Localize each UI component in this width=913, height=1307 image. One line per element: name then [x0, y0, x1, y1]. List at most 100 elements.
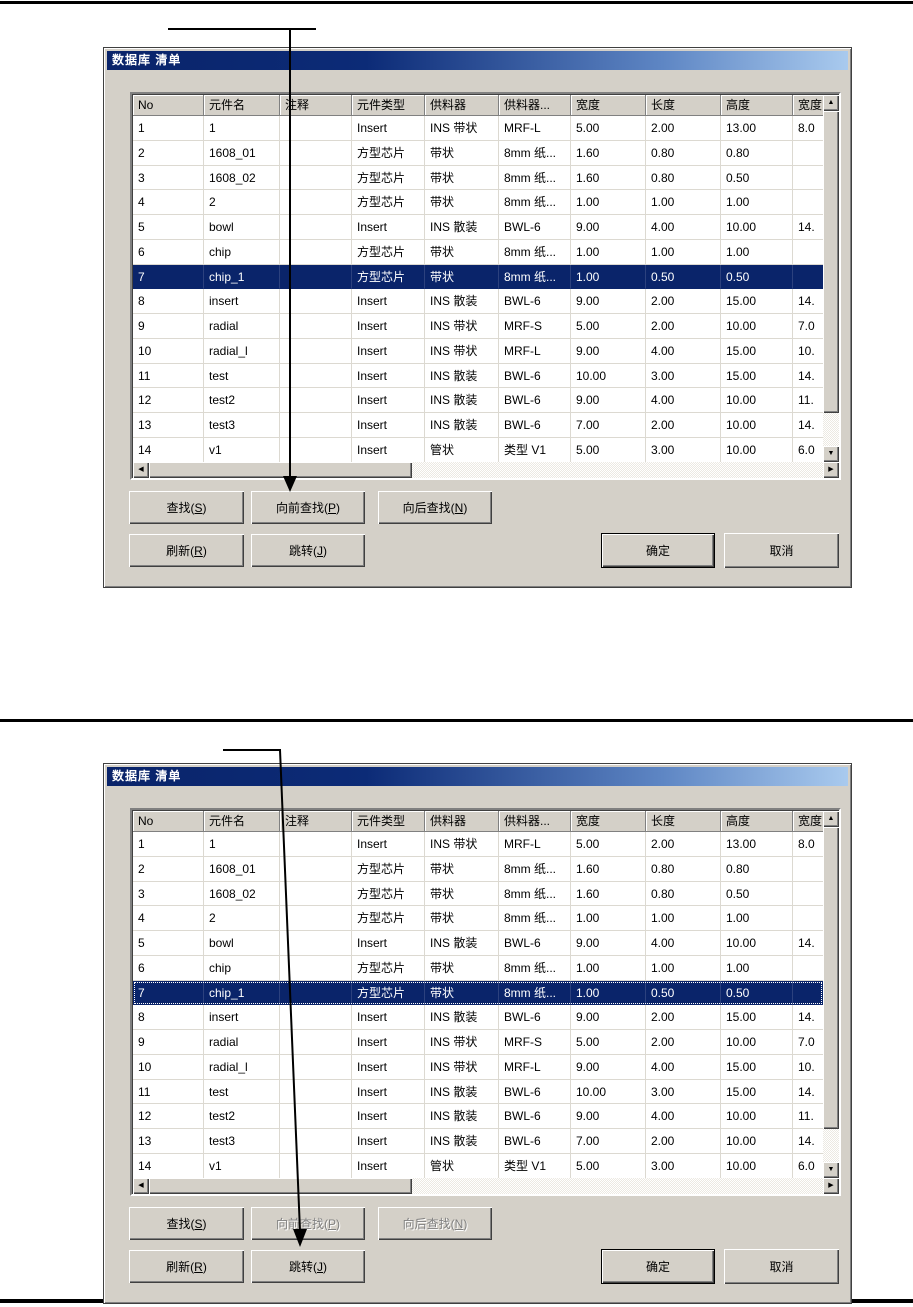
column-header[interactable]: 高度: [721, 95, 793, 116]
scroll-up-icon[interactable]: ▲: [823, 95, 839, 111]
column-header[interactable]: 注释: [280, 95, 352, 116]
horizontal-scrollbar[interactable]: ◀ ▶: [133, 462, 839, 478]
refresh-button[interactable]: 刷新(R): [129, 1250, 244, 1283]
find-previous-button[interactable]: 向前查找(P): [251, 491, 365, 524]
table-row[interactable]: 14 v1 Insert 管状 类型 V1 5.00 3.00 10.00 6.0: [133, 437, 823, 462]
horizontal-scrollbar-thumb[interactable]: [149, 1178, 412, 1194]
table-row[interactable]: 9 radial Insert INS 带状 MRF-S 5.00 2.00 10.00 7.0: [133, 1030, 823, 1055]
vertical-scrollbar[interactable]: ▲ ▼: [823, 95, 839, 462]
table-row[interactable]: 13 test3 Insert INS 散装 BWL-6 7.00 2.00 10.00 14.: [133, 1129, 823, 1154]
column-header[interactable]: 长度: [646, 95, 721, 116]
table-row[interactable]: 5 bowl Insert INS 散装 BWL-6 9.00 4.00 10.00 14.: [133, 931, 823, 956]
page-separator-top: [0, 1, 913, 4]
refresh-button[interactable]: 刷新(R): [129, 534, 244, 567]
ok-button[interactable]: 确定: [601, 1249, 715, 1284]
cell: 13: [133, 1129, 204, 1154]
column-header[interactable]: 供料器...: [499, 95, 571, 116]
vertical-scrollbar-thumb[interactable]: [823, 827, 839, 1129]
table-row[interactable]: 1 1 Insert INS 带状 MRF-L 5.00 2.00 13.00 8.0: [133, 832, 823, 857]
cell: bowl: [204, 931, 280, 956]
cancel-button[interactable]: 取消: [724, 533, 839, 568]
table-row[interactable]: 4 2 方型芯片 带状 8mm 纸... 1.00 1.00 1.00: [133, 906, 823, 932]
find-button-mnemonic: S: [194, 501, 203, 515]
cell: test3: [204, 413, 280, 438]
table-row[interactable]: 3 1608_02 方型芯片 带状 8mm 纸... 1.60 0.80 0.50: [133, 165, 823, 191]
find-button[interactable]: 查找(S): [129, 1207, 244, 1240]
column-header[interactable]: 元件名: [204, 95, 280, 116]
cancel-button[interactable]: 取消: [724, 1249, 839, 1284]
table-row[interactable]: 10 radial_l Insert INS 带状 MRF-L 9.00 4.00 15.00…: [133, 1054, 823, 1080]
table-row[interactable]: 2 1608_01 方型芯片 带状 8mm 纸... 1.60 0.80 0.80: [133, 856, 823, 882]
column-header[interactable]: No: [133, 95, 204, 116]
column-header[interactable]: 长度: [646, 811, 721, 832]
column-header[interactable]: 供料器: [425, 811, 499, 832]
cell: [793, 857, 823, 882]
ok-button[interactable]: 确定: [601, 533, 715, 568]
cell: 6: [133, 239, 204, 265]
scroll-down-icon[interactable]: ▼: [823, 1162, 839, 1178]
column-header[interactable]: 元件类型: [352, 811, 425, 832]
cell: INS 散装: [425, 413, 499, 438]
cell: chip: [204, 955, 280, 981]
column-header[interactable]: 供料器: [425, 95, 499, 116]
table-row[interactable]: 8 insert Insert INS 散装 BWL-6 9.00 2.00 15.00 14.: [133, 1005, 823, 1031]
table-row[interactable]: 2 1608_01 方型芯片 带状 8mm 纸... 1.60 0.80 0.80: [133, 140, 823, 166]
column-header[interactable]: 宽度: [571, 811, 646, 832]
jump-button[interactable]: 跳转(J): [251, 534, 365, 567]
table-row[interactable]: 8 insert Insert INS 散装 BWL-6 9.00 2.00 15.00 14.: [133, 289, 823, 315]
cell: 1.00: [721, 906, 793, 932]
table-row-selected[interactable]: 7 chip_1 方型芯片 带状 8mm 纸... 1.00 0.50 0.50: [133, 980, 823, 1006]
column-header[interactable]: 宽度: [793, 811, 824, 832]
scroll-up-icon[interactable]: ▲: [823, 811, 839, 827]
cell: 8mm 纸...: [499, 955, 571, 981]
table-row[interactable]: 10 radial_l Insert INS 带状 MRF-L 9.00 4.00 15.00…: [133, 338, 823, 364]
column-header[interactable]: 高度: [721, 811, 793, 832]
vertical-scrollbar[interactable]: ▲ ▼: [823, 811, 839, 1178]
column-header[interactable]: 元件名: [204, 811, 280, 832]
table-row[interactable]: 11 test Insert INS 散装 BWL-6 10.00 3.00 15.00 14.: [133, 363, 823, 389]
table-row-selected[interactable]: 7 chip_1 方型芯片 带状 8mm 纸... 1.00 0.50 0.50: [133, 264, 823, 290]
table-row[interactable]: 5 bowl Insert INS 散装 BWL-6 9.00 4.00 10.00 14.: [133, 215, 823, 240]
table-row[interactable]: 6 chip 方型芯片 带状 8mm 纸... 1.00 1.00 1.00: [133, 955, 823, 981]
column-header[interactable]: 宽度: [793, 95, 824, 116]
scroll-left-icon[interactable]: ◀: [133, 462, 149, 478]
table-row[interactable]: 1 1 Insert INS 带状 MRF-L 5.00 2.00 13.00 8.0: [133, 116, 823, 141]
scroll-down-icon[interactable]: ▼: [823, 446, 839, 462]
cell: INS 散装: [425, 1129, 499, 1154]
dialog-titlebar[interactable]: 数据库 清单: [107, 767, 848, 786]
cell: MRF-S: [499, 1030, 571, 1055]
cell: 14.: [793, 1005, 823, 1031]
column-header[interactable]: 供料器...: [499, 811, 571, 832]
cell: 2: [133, 856, 204, 882]
column-header[interactable]: No: [133, 811, 204, 832]
refresh-button-label: 刷新(: [166, 1260, 195, 1274]
cell: 8mm 纸...: [499, 165, 571, 191]
table-row[interactable]: 6 chip 方型芯片 带状 8mm 纸... 1.00 1.00 1.00: [133, 239, 823, 265]
cell: 带状: [425, 239, 499, 265]
scroll-left-icon[interactable]: ◀: [133, 1178, 149, 1194]
find-next-button[interactable]: 向后查找(N): [378, 491, 492, 524]
cell: 2.00: [646, 116, 721, 141]
cell: 9: [133, 1030, 204, 1055]
jump-button[interactable]: 跳转(J): [251, 1250, 365, 1283]
table-row[interactable]: 14 v1 Insert 管状 类型 V1 5.00 3.00 10.00 6.0: [133, 1153, 823, 1178]
column-header[interactable]: 宽度: [571, 95, 646, 116]
vertical-scrollbar-thumb[interactable]: [823, 111, 839, 413]
scroll-right-icon[interactable]: ▶: [823, 462, 839, 478]
table-row[interactable]: 9 radial Insert INS 带状 MRF-S 5.00 2.00 10.00 7.0: [133, 314, 823, 339]
column-header[interactable]: 元件类型: [352, 95, 425, 116]
horizontal-scrollbar[interactable]: ◀ ▶: [133, 1178, 839, 1194]
cell: 5.00: [571, 1153, 646, 1178]
scroll-right-icon[interactable]: ▶: [823, 1178, 839, 1194]
table-row[interactable]: 12 test2 Insert INS 散装 BWL-6 9.00 4.00 10.00 11.: [133, 1104, 823, 1130]
table-row[interactable]: 3 1608_02 方型芯片 带状 8mm 纸... 1.60 0.80 0.50: [133, 881, 823, 907]
table-row[interactable]: 4 2 方型芯片 带状 8mm 纸... 1.00 1.00 1.00: [133, 190, 823, 216]
table-row[interactable]: 12 test2 Insert INS 散装 BWL-6 9.00 4.00 10.00 11.: [133, 388, 823, 414]
cell: [280, 856, 352, 882]
table-row[interactable]: 11 test Insert INS 散装 BWL-6 10.00 3.00 15.00 14.: [133, 1079, 823, 1105]
table-row[interactable]: 13 test3 Insert INS 散装 BWL-6 7.00 2.00 10.00 14.: [133, 413, 823, 438]
find-button[interactable]: 查找(S): [129, 491, 244, 524]
horizontal-scrollbar-thumb[interactable]: [149, 462, 412, 478]
dialog-titlebar[interactable]: 数据库 清单: [107, 51, 848, 70]
column-header[interactable]: 注释: [280, 811, 352, 832]
